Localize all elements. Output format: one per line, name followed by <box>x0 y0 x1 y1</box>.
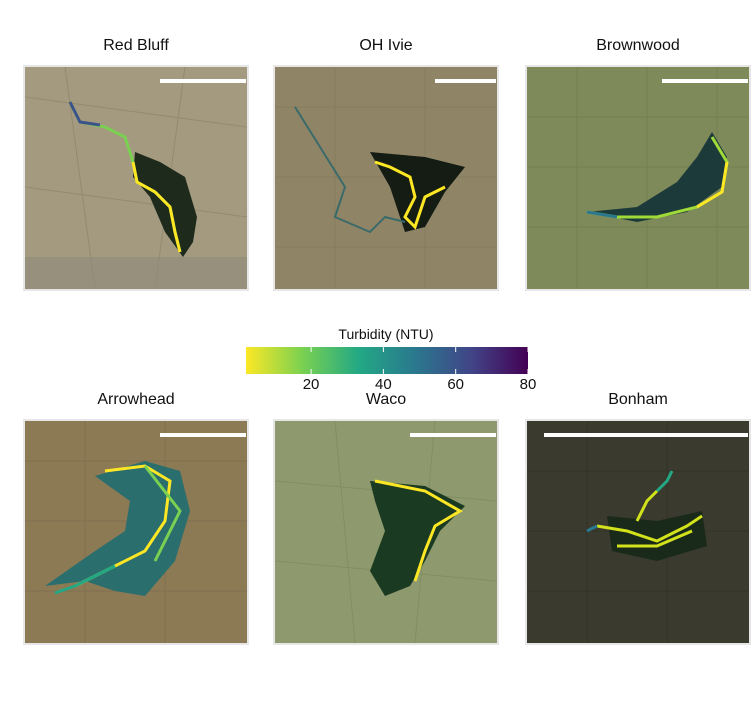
panel-title: OH Ivie <box>359 37 413 54</box>
colorbar <box>246 347 528 374</box>
satellite-map <box>273 65 499 291</box>
reservoir <box>607 511 707 561</box>
colorbar-tick-label: 80 <box>519 376 537 393</box>
satellite-map <box>273 419 499 645</box>
legend-title: Turbidity (NTU) <box>338 326 434 342</box>
turbidity-track <box>374 160 446 230</box>
turbidity-track <box>374 479 463 582</box>
turbidity-track <box>596 489 703 548</box>
panel-title: Arrowhead <box>97 391 175 408</box>
satellite-map <box>525 65 751 291</box>
river <box>294 106 406 234</box>
satellite-map <box>525 419 751 645</box>
satellite-map <box>23 65 249 291</box>
colorbar-tick-label: 40 <box>375 376 392 393</box>
colorbar-legend: Turbidity (NTU) 20 40 60 80 <box>244 326 537 396</box>
colorbar-tick-label: 60 <box>447 376 465 393</box>
reservoir <box>133 152 197 257</box>
reservoir <box>370 152 465 232</box>
colorbar-tick-label: 20 <box>302 376 320 393</box>
panel-title: Bonham <box>608 391 668 408</box>
reservoir <box>587 132 727 222</box>
satellite-map <box>23 419 249 645</box>
reservoir <box>45 461 190 596</box>
panel-title: Waco <box>365 391 407 408</box>
panel-title: Red Bluff <box>103 37 169 54</box>
colorbar-tick-labels: 20 40 60 80 <box>244 376 537 394</box>
reservoir <box>370 481 465 596</box>
panel-title: Brownwood <box>596 37 680 54</box>
